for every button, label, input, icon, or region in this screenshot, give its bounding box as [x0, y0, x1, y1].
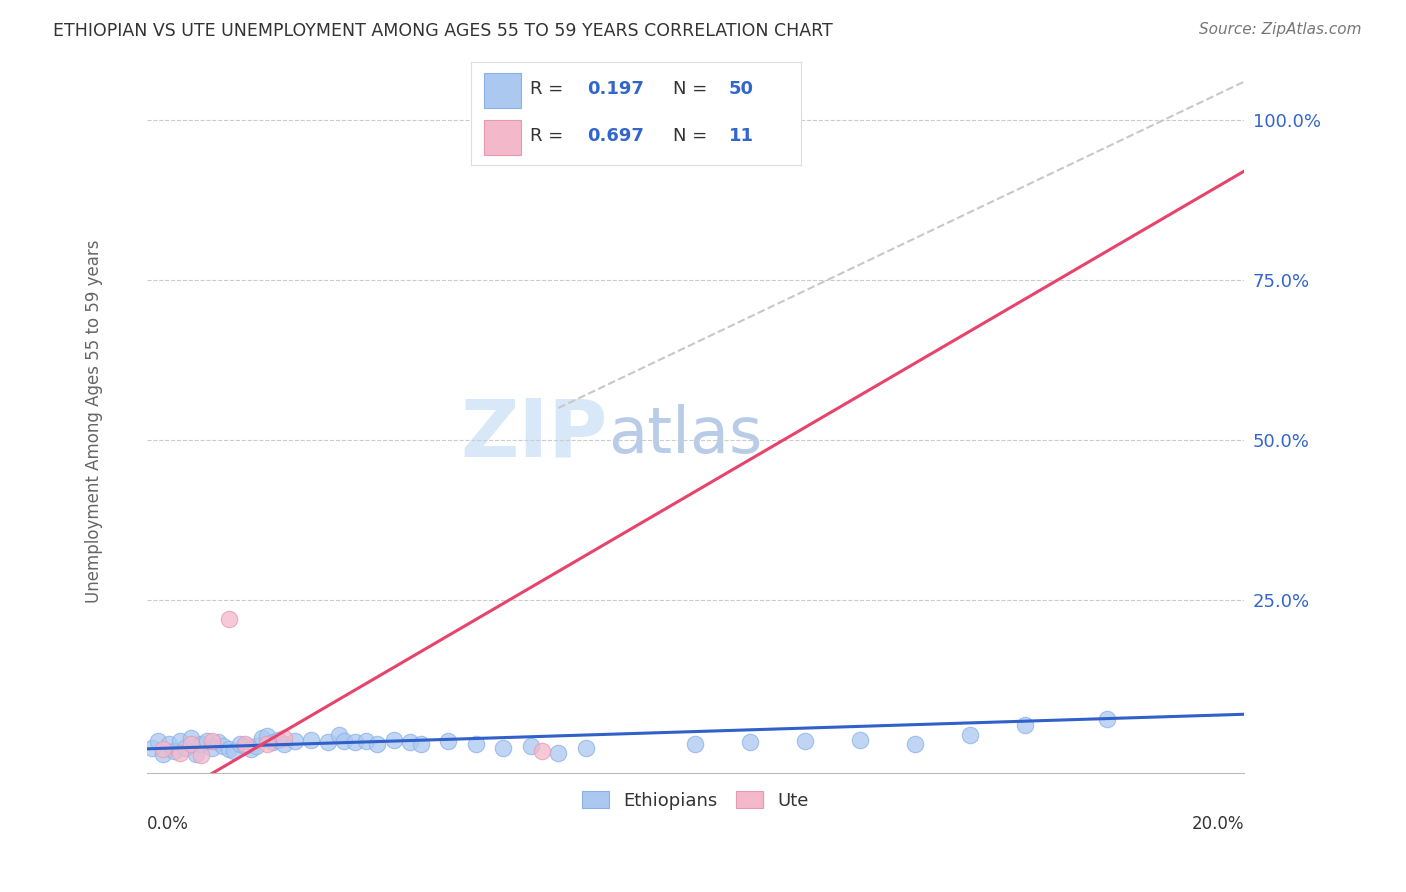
- FancyBboxPatch shape: [484, 120, 520, 155]
- Point: [169, 734, 191, 748]
- Point: [399, 735, 422, 749]
- Point: [437, 734, 460, 748]
- Point: [169, 746, 191, 760]
- Point: [740, 735, 762, 749]
- Point: [152, 747, 174, 761]
- Text: atlas: atlas: [607, 404, 762, 466]
- Point: [273, 737, 295, 751]
- Text: R =: R =: [530, 128, 569, 145]
- Point: [284, 734, 307, 748]
- Point: [152, 742, 174, 756]
- Text: N =: N =: [672, 80, 713, 98]
- Point: [218, 742, 240, 756]
- Point: [794, 734, 817, 748]
- Point: [354, 734, 377, 748]
- Point: [328, 728, 350, 742]
- Point: [190, 748, 212, 763]
- Point: [146, 734, 169, 748]
- Point: [184, 747, 207, 761]
- Text: Source: ZipAtlas.com: Source: ZipAtlas.com: [1198, 22, 1361, 37]
- Point: [366, 737, 388, 751]
- Text: 0.697: 0.697: [586, 128, 644, 145]
- Text: ETHIOPIAN VS UTE UNEMPLOYMENT AMONG AGES 55 TO 59 YEARS CORRELATION CHART: ETHIOPIAN VS UTE UNEMPLOYMENT AMONG AGES…: [53, 22, 834, 40]
- Point: [207, 735, 229, 749]
- Point: [195, 734, 218, 748]
- Legend: Ethiopians, Ute: Ethiopians, Ute: [575, 784, 815, 817]
- Point: [904, 737, 927, 751]
- Point: [235, 739, 257, 754]
- Point: [849, 732, 872, 747]
- Point: [190, 737, 212, 751]
- Point: [344, 735, 367, 749]
- Point: [256, 729, 278, 743]
- Point: [201, 740, 224, 755]
- Point: [174, 740, 197, 755]
- Text: Unemployment Among Ages 55 to 59 years: Unemployment Among Ages 55 to 59 years: [84, 239, 103, 603]
- Text: 0.0%: 0.0%: [146, 815, 188, 833]
- Point: [157, 737, 180, 751]
- Point: [409, 737, 432, 751]
- FancyBboxPatch shape: [484, 73, 520, 108]
- Point: [267, 732, 290, 747]
- Point: [530, 112, 553, 127]
- Text: 50: 50: [728, 80, 754, 98]
- Point: [316, 735, 339, 749]
- Point: [163, 744, 186, 758]
- Point: [530, 744, 553, 758]
- Text: N =: N =: [672, 128, 713, 145]
- Point: [245, 739, 267, 754]
- Point: [1095, 712, 1118, 726]
- Point: [520, 739, 543, 754]
- Text: ZIP: ZIP: [460, 396, 607, 474]
- Point: [141, 740, 163, 755]
- Point: [685, 737, 707, 751]
- Point: [575, 740, 598, 755]
- Text: R =: R =: [530, 80, 569, 98]
- Point: [547, 746, 569, 760]
- Point: [235, 737, 257, 751]
- Point: [333, 734, 356, 748]
- Point: [382, 732, 405, 747]
- Point: [218, 612, 240, 626]
- Point: [180, 737, 202, 751]
- Text: 20.0%: 20.0%: [1192, 815, 1244, 833]
- Point: [273, 731, 295, 745]
- Point: [1014, 718, 1036, 732]
- Point: [492, 740, 515, 755]
- Point: [201, 734, 224, 748]
- Point: [180, 731, 202, 745]
- Point: [224, 744, 246, 758]
- Point: [212, 739, 235, 754]
- Text: 0.197: 0.197: [586, 80, 644, 98]
- Point: [229, 737, 252, 751]
- Point: [250, 731, 273, 745]
- Point: [262, 735, 284, 749]
- Point: [465, 737, 488, 751]
- Text: 11: 11: [728, 128, 754, 145]
- Point: [239, 742, 262, 756]
- Point: [299, 732, 322, 747]
- Point: [959, 728, 981, 742]
- Point: [256, 737, 278, 751]
